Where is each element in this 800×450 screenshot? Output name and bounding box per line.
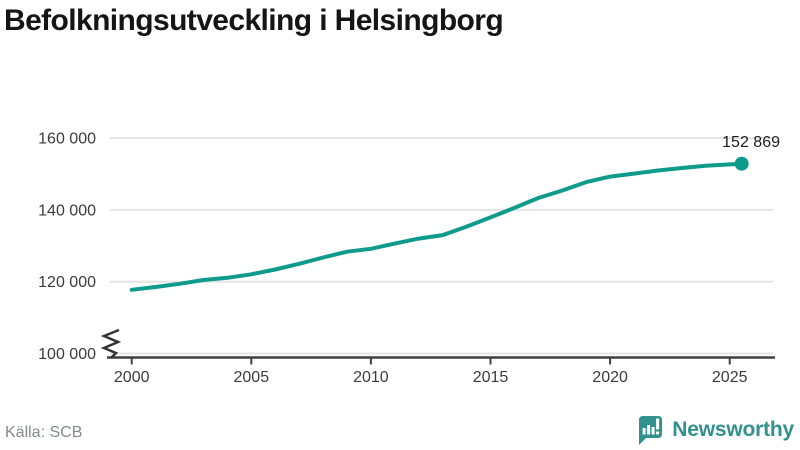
gridlines (110, 137, 773, 355)
newsworthy-logo-text: Newsworthy (672, 418, 794, 441)
y-axis-tick-label: 140 000 (38, 202, 96, 219)
y-axis-tick-label: 120 000 (38, 274, 96, 291)
x-axis-tick-label: 2000 (114, 369, 150, 386)
population-line (129, 161, 744, 292)
y-axis-tick-label: 100 000 (38, 346, 96, 363)
logo-exclamation (656, 418, 660, 430)
latest-value-dot (734, 156, 749, 171)
x-axis-tick-label: 2010 (353, 369, 389, 386)
logo-exclamation-dot (656, 431, 660, 435)
source-label: Källa: SCB (5, 424, 83, 441)
x-axis-tick-label: 2020 (592, 369, 628, 386)
x-axis-tick-label: 2025 (712, 369, 748, 386)
newsworthy-logo-icon (639, 416, 663, 445)
line-chart: 100 000 120 000 140 000 160 000 2000 2005 2010… (38, 131, 780, 386)
x-axis (100, 328, 775, 365)
axis-break-icon (100, 328, 122, 359)
logo-bar-2 (647, 425, 651, 435)
data-series (129, 156, 749, 292)
newsworthy-logo[interactable]: Newsworthy (635, 414, 794, 446)
latest-value-label: 152 869 (722, 134, 780, 151)
y-axis-tick-label: 160 000 (38, 131, 96, 148)
x-axis-tick-label: 2005 (234, 369, 270, 386)
axis-labels: 100 000 120 000 140 000 160 000 2000 2005 2010… (38, 131, 747, 386)
logo-bar-3 (651, 427, 655, 435)
logo-bar-1 (642, 428, 646, 435)
annotations: 152 869 (722, 134, 780, 151)
x-axis-tick-label: 2015 (473, 369, 509, 386)
chart-title: Befolkningsutveckling i Helsingborg (4, 4, 504, 37)
